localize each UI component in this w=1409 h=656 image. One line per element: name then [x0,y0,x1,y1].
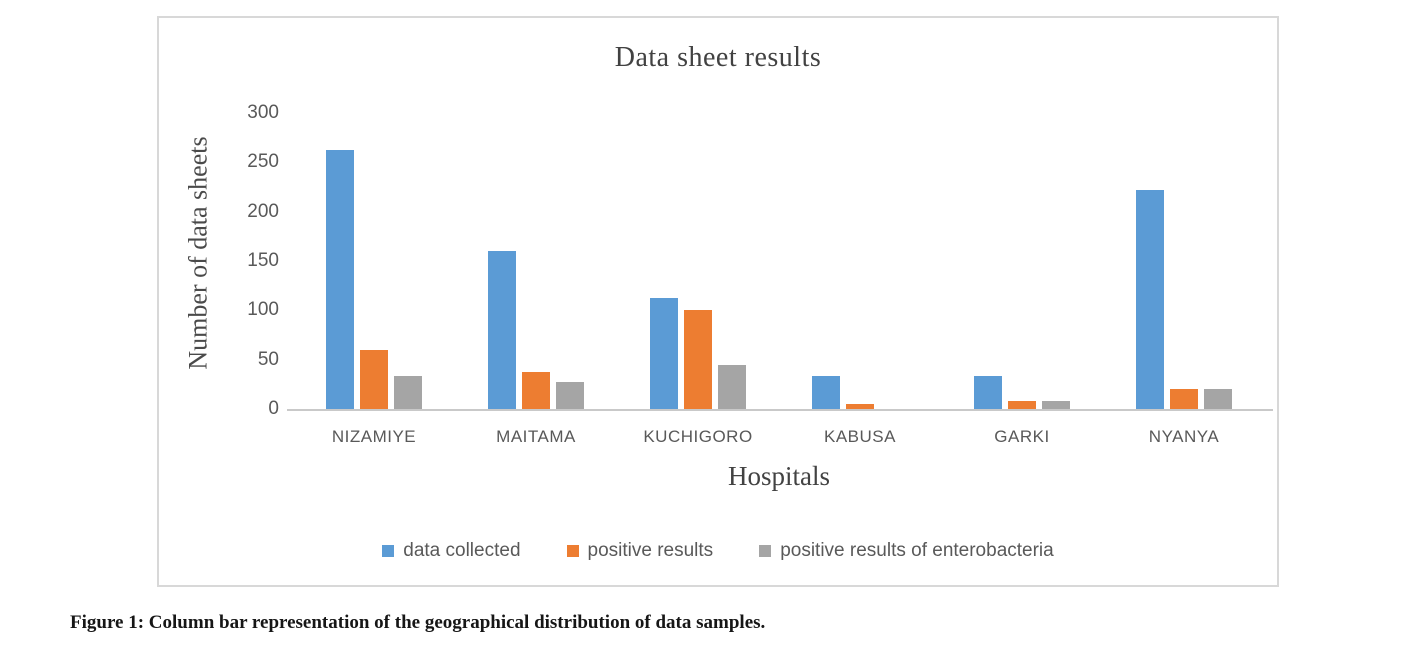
legend-marker-icon [382,545,395,557]
figure-caption: Figure 1: Column bar representation of t… [70,612,766,633]
bar-nizamiye-positive [360,349,388,409]
bar-maitama-positive [556,382,584,409]
y-tick-150: 150 [247,250,279,271]
category-label-garki: GARKI [994,427,1050,446]
bar-nyanya-data [1136,189,1164,409]
legend-label: positive results of enterobacteria [780,540,1054,561]
bar-nizamiye-positive [394,376,422,409]
bar-kuchigoro-data [650,298,678,409]
chart-legend: data collected positive results positive r… [159,540,1277,562]
bar-garki-data [974,376,1002,409]
legend-item-positive: positive results of enterobacteria [759,540,1054,562]
bar-garki-positive [1008,401,1036,409]
y-tick-0: 0 [268,398,279,419]
bar-nizamiye-data [326,150,354,409]
bar-maitama-positive [522,372,550,409]
bar-garki-positive [1042,401,1070,409]
y-tick-300: 300 [247,102,279,123]
x-axis-line [287,409,1273,411]
bar-kuchigoro-positive [684,310,712,409]
bar-kuchigoro-positive [718,364,746,409]
bar-kabusa-data [812,376,840,409]
legend-marker-icon [566,545,579,557]
y-tick-200: 200 [247,200,279,222]
category-label-kabusa: KABUSA [824,427,896,446]
chart-title: Data sheet results [614,42,822,73]
category-label-kuchigoro: KUCHIGORO [643,427,753,446]
y-tick-100: 100 [247,299,279,321]
legend-item-data: data collected [382,540,521,562]
category-label-nyanya: NYANYA [1148,427,1220,446]
y-tick-250: 250 [247,151,279,173]
y-tick-50: 50 [257,348,279,370]
legend-marker-icon [759,545,772,557]
chart-panel: Data sheet results Number of data sheets… [157,16,1279,587]
legend-label: data collected [403,540,521,561]
bar-nyanya-positive [1170,389,1198,409]
legend-item-positive: positive results [566,540,714,562]
bar-maitama-data [488,251,516,409]
x-axis-title: Hospitals [727,461,830,491]
category-label-maitama: MAITAMA [496,427,576,446]
category-label-nizamiye: NIZAMIYE [331,427,417,446]
legend-label: positive results [587,540,714,561]
bar-nyanya-positive [1204,389,1232,409]
bar-kabusa-positive [846,404,874,409]
